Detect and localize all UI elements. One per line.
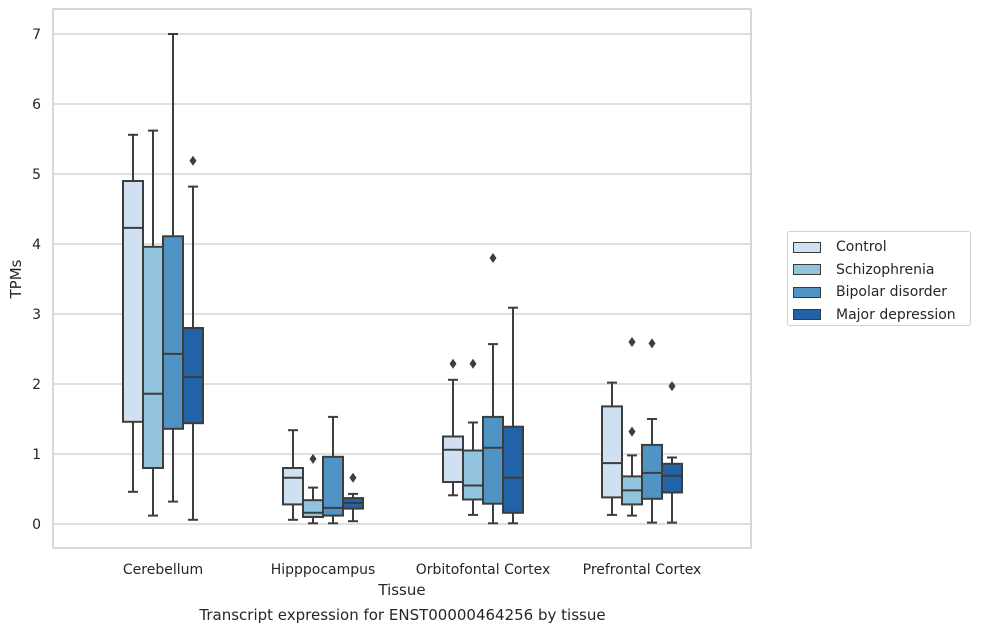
box-iqr (322, 455, 344, 517)
outlier-point (628, 426, 636, 437)
box-group (641, 338, 663, 524)
box-group (601, 381, 623, 516)
y-tick-label: 7 (32, 27, 41, 43)
chart-caption: Transcript expression for ENST0000046425… (199, 606, 606, 624)
box-iqr (661, 462, 683, 494)
legend-item: Bipolar disorder (793, 281, 970, 304)
legend-swatch (793, 286, 821, 298)
box-group (661, 381, 683, 524)
box-iqr (122, 180, 144, 423)
box-group (442, 358, 464, 497)
outlier-point (189, 155, 197, 166)
x-axis-ticks: Cerebellum Hipppocampus Orbitofontal Corte… (123, 562, 701, 578)
x-tick-label: Cerebellum (123, 562, 203, 578)
box-iqr (282, 467, 304, 506)
box-group (122, 133, 144, 493)
legend-label: Major depression (836, 306, 956, 323)
box-iqr (142, 245, 164, 469)
x-axis-label: Tissue (377, 581, 425, 599)
box-group (342, 472, 364, 523)
box-group (482, 253, 504, 525)
box-group (302, 453, 324, 525)
y-tick-label: 6 (32, 97, 41, 113)
y-axis-label: TPMs (7, 259, 25, 299)
x-tick-label: Prefrontal Cortex (583, 562, 702, 578)
outlier-point (449, 358, 457, 369)
legend-item: Major depression (793, 304, 970, 327)
outlier-point (668, 381, 676, 392)
outlier-point (309, 453, 317, 464)
box-iqr (442, 435, 464, 483)
legend-label: Control (836, 239, 887, 256)
box-group (502, 306, 524, 525)
box-iqr (502, 425, 524, 514)
box-group (182, 155, 204, 521)
outlier-point (628, 337, 636, 347)
y-tick-label: 5 (32, 167, 41, 183)
box-iqr (302, 499, 324, 519)
box-iqr (182, 327, 204, 425)
y-tick-label: 0 (32, 517, 41, 533)
box-group (621, 337, 643, 517)
legend-swatch (793, 264, 821, 276)
outlier-point (469, 358, 477, 369)
box-group (322, 415, 344, 525)
legend-label: Schizophrenia (836, 261, 935, 278)
box-iqr (482, 415, 504, 505)
y-tick-label: 4 (32, 237, 41, 253)
legend-item: Control (793, 236, 970, 259)
x-tick-label: Orbitofontal Cortex (416, 562, 551, 578)
box-group (142, 129, 164, 517)
y-tick-label: 3 (32, 307, 41, 323)
y-tick-label: 1 (32, 447, 41, 463)
x-tick-label: Hipppocampus (271, 562, 376, 578)
box-iqr (601, 405, 623, 499)
legend-swatch (793, 241, 821, 253)
legend: Control Schizophrenia Bipolar disorder Majo… (787, 231, 971, 326)
plot-area-frame (52, 8, 752, 549)
box-group (462, 358, 484, 516)
legend-item: Schizophrenia (793, 259, 970, 282)
outlier-point (349, 472, 357, 483)
box-iqr (162, 235, 184, 430)
y-axis-ticks: 0 1 2 3 4 5 6 7 (32, 27, 41, 533)
box-iqr (641, 443, 663, 500)
box-group (282, 429, 304, 521)
outlier-point (648, 338, 656, 349)
outlier-point (489, 253, 497, 263)
y-tick-label: 2 (32, 377, 41, 393)
boxes (122, 33, 683, 525)
legend-label: Bipolar disorder (836, 284, 948, 301)
legend-swatch (793, 309, 821, 321)
box-iqr (462, 449, 484, 501)
